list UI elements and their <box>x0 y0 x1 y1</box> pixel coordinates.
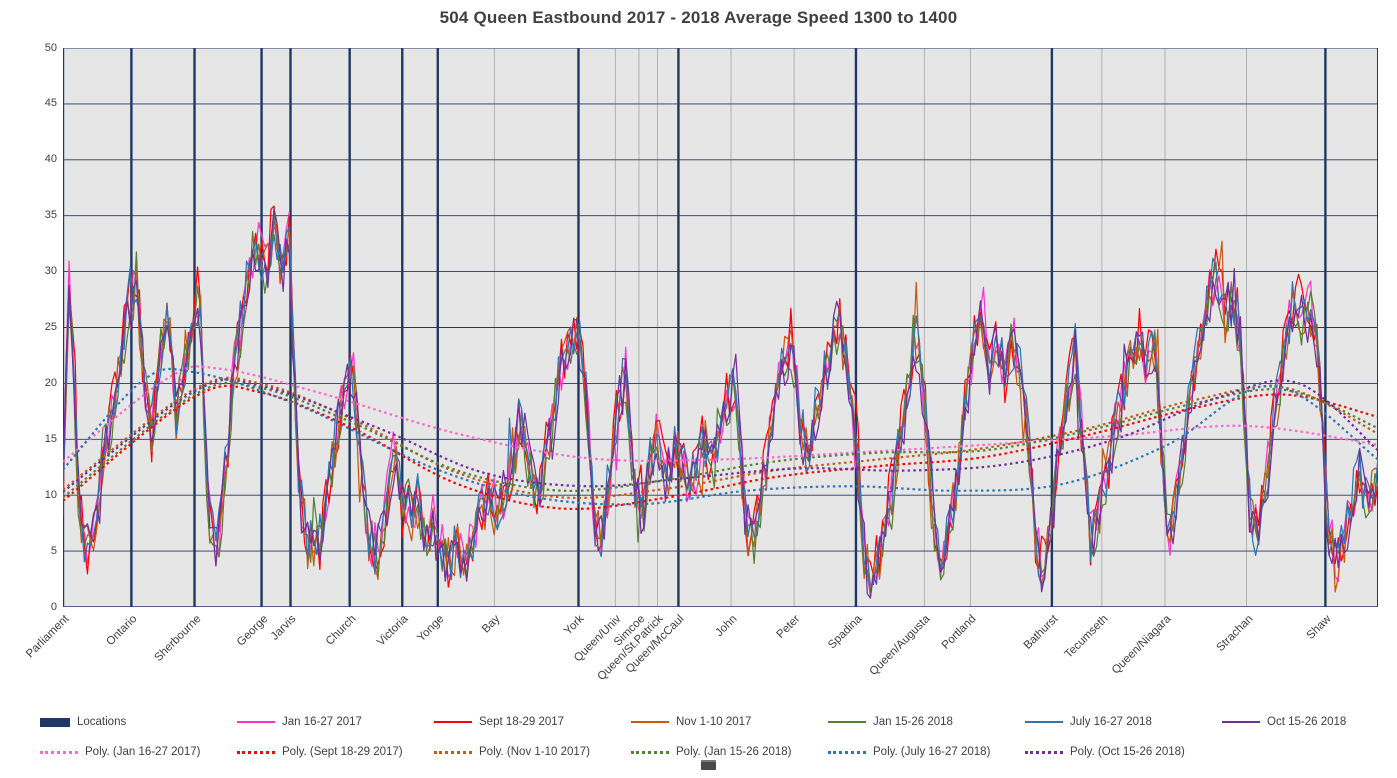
y-tick-label-45: 45 <box>44 97 57 110</box>
legend-row-1: Locations Jan 16-27 2017 Sept 18-29 2017 No… <box>40 712 1397 732</box>
legend-label-poly-jan-15-26-2018: Poly. (Jan 15-26 2018) <box>676 746 792 758</box>
legend-item-poly-nov-1-10-2017: Poly. (Nov 1-10 2017) <box>434 746 631 758</box>
legend-item-sept-18-29-2017: Sept 18-29 2017 <box>434 716 631 728</box>
chart-canvas <box>63 48 1378 607</box>
y-tick-label-40: 40 <box>44 153 57 166</box>
legend-swatch-jan-15-26-2018 <box>828 721 866 723</box>
legend-swatch-oct-15-26-2018 <box>1222 721 1260 723</box>
legend-label-oct-15-26-2018: Oct 15-26 2018 <box>1267 716 1347 728</box>
legend-item-locations: Locations <box>40 716 237 728</box>
legend-item-nov-1-10-2017: Nov 1-10 2017 <box>631 716 828 728</box>
legend-label-poly-sept-18-29-2017: Poly. (Sept 18-29 2017) <box>282 746 403 758</box>
chart-footer-glyph <box>701 760 716 770</box>
legend-label-poly-oct-15-26-2018: Poly. (Oct 15-26 2018) <box>1070 746 1185 758</box>
legend-swatch-july-16-27-2018 <box>1025 721 1063 723</box>
legend-label-july-16-27-2018: July 16-27 2018 <box>1070 716 1152 728</box>
legend-label-jan-15-26-2018: Jan 15-26 2018 <box>873 716 953 728</box>
legend-item-poly-oct-15-26-2018: Poly. (Oct 15-26 2018) <box>1025 746 1222 758</box>
legend-swatch-poly-sept-18-29-2017 <box>237 750 275 754</box>
legend-label-nov-1-10-2017: Nov 1-10 2017 <box>676 716 752 728</box>
plot-area: 0 5 10 15 20 25 30 35 40 45 50 Parliament Ontario Sh… <box>24 41 1378 683</box>
y-tick-label-15: 15 <box>44 432 57 445</box>
legend-swatch-sept-18-29-2017 <box>434 721 472 723</box>
legend-swatch-locations <box>40 717 70 727</box>
y-tick-label-25: 25 <box>44 321 57 333</box>
y-tick-label-5: 5 <box>50 544 57 557</box>
legend-label-poly-july-16-27-2018: Poly. (July 16-27 2018) <box>873 746 991 758</box>
legend-item-poly-jan-15-26-2018: Poly. (Jan 15-26 2018) <box>631 746 828 758</box>
legend-swatch-poly-nov-1-10-2017 <box>434 750 472 754</box>
legend-item-oct-15-26-2018: Oct 15-26 2018 <box>1222 716 1397 728</box>
legend-item-poly-sept-18-29-2017: Poly. (Sept 18-29 2017) <box>237 746 434 758</box>
y-tick-label-20: 20 <box>44 376 57 389</box>
legend-swatch-poly-oct-15-26-2018 <box>1025 750 1063 754</box>
y-tick-label-35: 35 <box>44 209 57 222</box>
legend-swatch-jan-16-27-2017 <box>237 721 275 723</box>
legend-swatch-poly-july-16-27-2018 <box>828 750 866 754</box>
legend-item-july-16-27-2018: July 16-27 2018 <box>1025 716 1222 728</box>
legend-label-poly-nov-1-10-2017: Poly. (Nov 1-10 2017) <box>479 746 591 758</box>
legend-swatch-poly-jan-15-26-2018 <box>631 750 669 754</box>
legend-label-sept-18-29-2017: Sept 18-29 2017 <box>479 716 565 728</box>
legend-item-poly-jan-16-27-2017: Poly. (Jan 16-27 2017) <box>40 746 237 758</box>
y-tick-label-0: 0 <box>50 600 57 613</box>
legend-item-jan-16-27-2017: Jan 16-27 2017 <box>237 716 434 728</box>
legend-item-jan-15-26-2018: Jan 15-26 2018 <box>828 716 1025 728</box>
legend-label-jan-16-27-2017: Jan 16-27 2017 <box>282 716 362 728</box>
y-tick-label-50: 50 <box>44 41 57 54</box>
legend-label-locations: Locations <box>77 716 127 728</box>
chart-title: 504 Queen Eastbound 2017 - 2018 Average … <box>439 8 958 27</box>
legend-label-poly-jan-16-27-2017: Poly. (Jan 16-27 2017) <box>85 746 201 758</box>
legend-item-poly-july-16-27-2018: Poly. (July 16-27 2018) <box>828 746 1025 758</box>
legend-row-2: Poly. (Jan 16-27 2017) Poly. (Sept 18-29 … <box>40 742 1222 762</box>
y-tick-label-10: 10 <box>44 488 57 501</box>
legend-swatch-nov-1-10-2017 <box>631 721 669 723</box>
y-tick-label-30: 30 <box>44 265 57 278</box>
legend-swatch-poly-jan-16-27-2017 <box>40 750 78 754</box>
